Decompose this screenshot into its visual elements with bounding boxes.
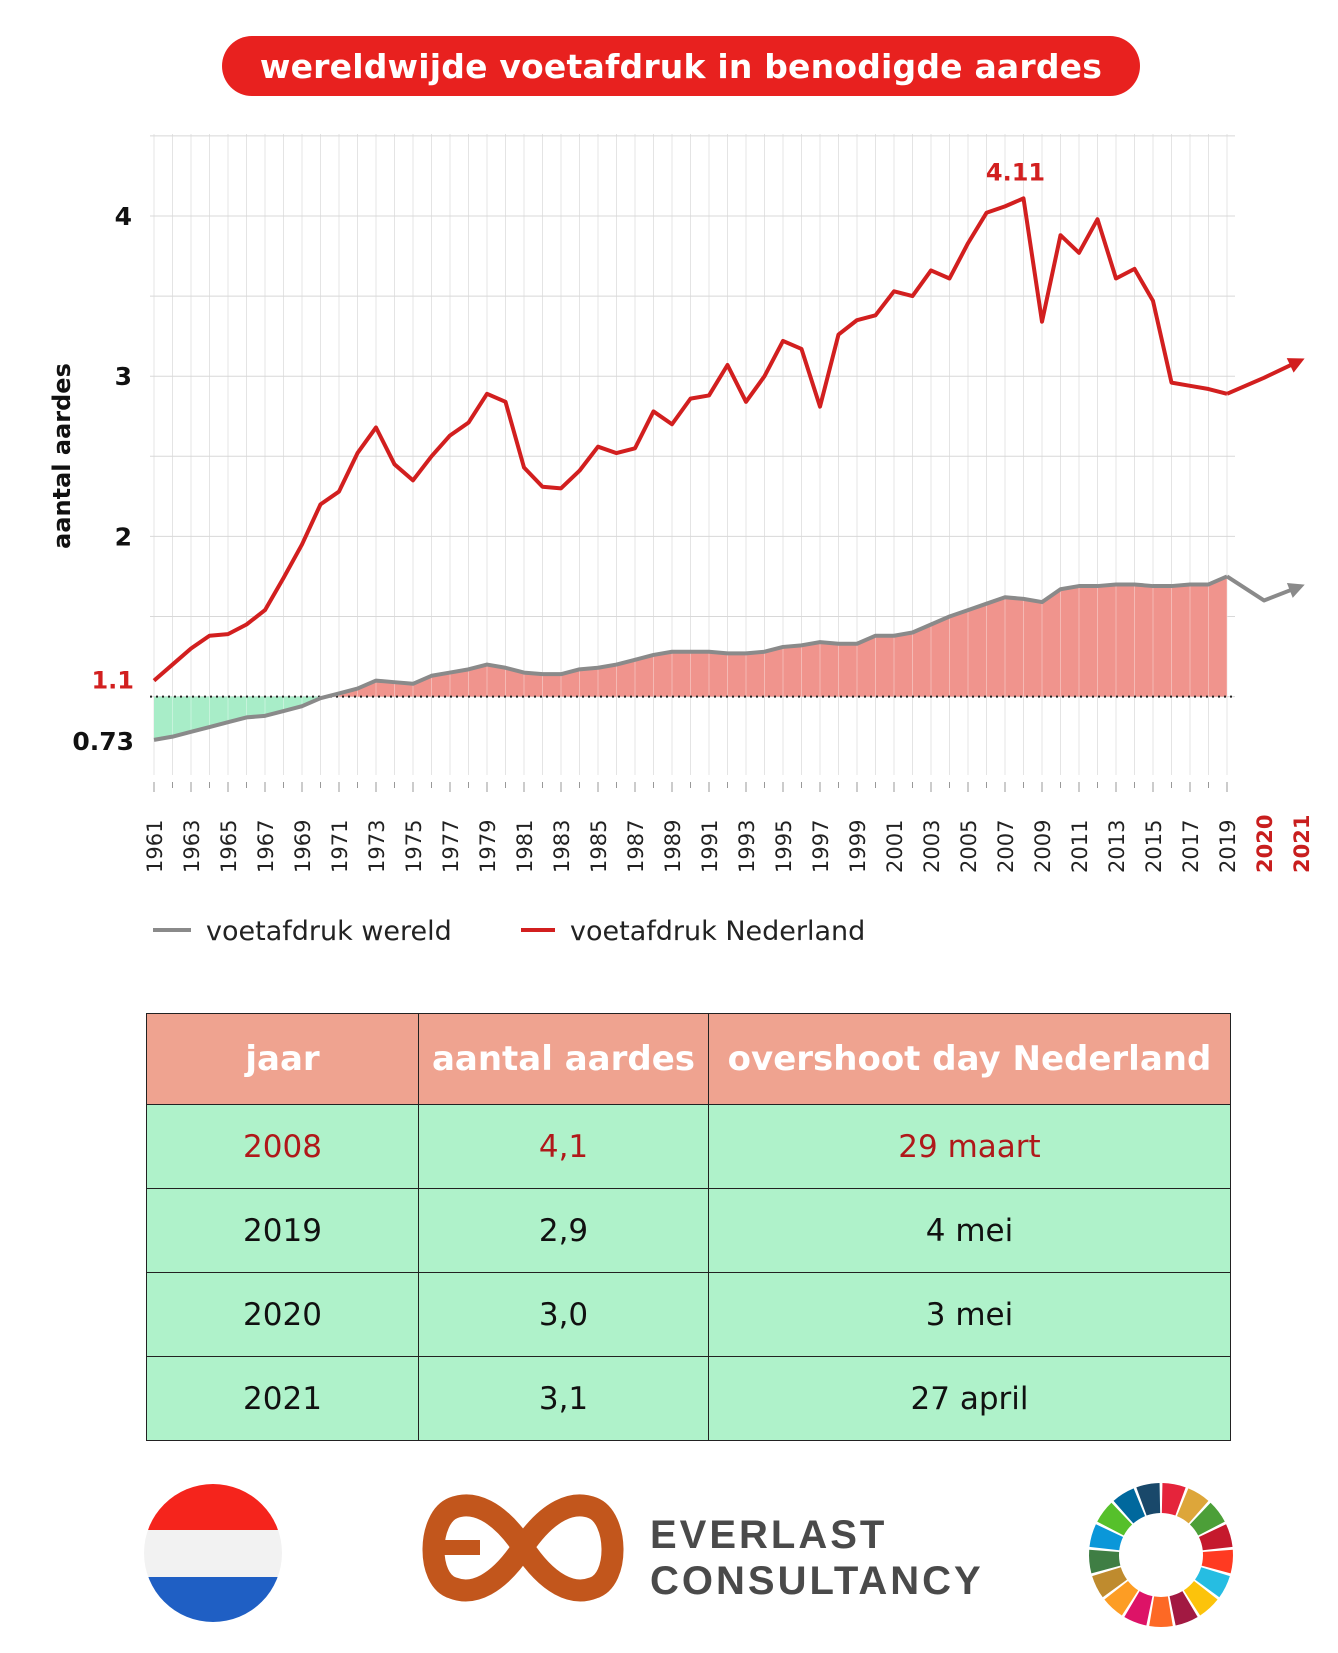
series-line-world: [153, 574, 1228, 742]
sdg-wheel-segment: [1124, 1591, 1153, 1626]
y-tick-label: 2: [115, 522, 132, 551]
sdg-wheel-segment: [1198, 1524, 1233, 1551]
x-tick-label: 1991: [698, 820, 722, 873]
x-tick-label: 1979: [476, 820, 500, 873]
x-tick-label: 2015: [1142, 820, 1166, 873]
cell-year: 2020: [146, 1272, 419, 1357]
x-tick-label: 1971: [328, 820, 352, 873]
x-tick-labels: 1961 1963 1965 1967 1969 1971 1973 1975 1977 1979…: [143, 815, 1314, 873]
annotation-label: 4.11: [986, 158, 1045, 186]
cell-earths: 3,0: [418, 1272, 709, 1357]
area-above-one-earth: [326, 576, 1228, 697]
cell-date: 29 maart: [708, 1104, 1231, 1189]
sdg-wheel-segment: [1183, 1580, 1218, 1616]
x-tick-label: 2021: [1290, 815, 1314, 873]
sdg-wheel-segment: [1092, 1567, 1127, 1598]
chart: 4 3 2 1961 1963 1965 1967 1969 1971 1973 1975 1977…: [48, 134, 1314, 947]
cell-earths: 2,9: [418, 1188, 709, 1273]
cell-earths: 3,1: [418, 1356, 709, 1441]
x-tick-label: 1977: [439, 820, 463, 873]
sdg-wheel-segment: [1161, 1483, 1186, 1516]
arrowhead-netherlands: [1286, 358, 1305, 373]
x-tick-label: 1981: [513, 820, 537, 873]
x-tick-label: 2003: [920, 820, 944, 873]
header-overshoot-day: overshoot day Nederland: [708, 1013, 1231, 1105]
x-tick-label: 2017: [1179, 820, 1203, 873]
x-tick-label: 2011: [1068, 820, 1092, 873]
sdg-wheel-segment: [1097, 1502, 1133, 1536]
sdg-wheel-segment: [1136, 1483, 1161, 1516]
x-tick-label: 2019: [1216, 820, 1240, 873]
sdg-wheel-segment: [1169, 1591, 1198, 1626]
y-tick-labels: 4 3 2: [115, 202, 132, 551]
series-line-netherlands: [152, 196, 1228, 683]
cell-date: 3 mei: [708, 1272, 1231, 1357]
legend-label-world: voetafdruk wereld: [206, 916, 452, 947]
company-name: EVERLAST CONSULTANCY: [650, 1512, 984, 1604]
cell-earths: 4,1: [418, 1104, 709, 1189]
cell-date: 4 mei: [708, 1188, 1231, 1273]
cell-date: 27 april: [708, 1356, 1231, 1441]
sdg-wheel-segment: [1089, 1524, 1124, 1551]
series-lines: [152, 196, 1305, 742]
cell-year: 2019: [146, 1188, 419, 1273]
arrowhead-world: [1286, 582, 1305, 598]
series-projection-netherlands: [1226, 358, 1302, 396]
dutch-flag-icon: [144, 1484, 282, 1622]
x-tick-label: 1983: [550, 820, 574, 873]
x-tick-label: 2009: [1031, 820, 1055, 873]
legend-label-netherlands: voetafdruk Nederland: [570, 916, 865, 947]
table-row: 2021 3,1 27 april: [146, 1356, 1231, 1441]
y-tick-label: 4: [115, 202, 132, 231]
y-axis-label: aantal aardes: [48, 363, 76, 549]
table-row: 2020 3,0 3 mei: [146, 1272, 1231, 1357]
x-tick-label: 2001: [883, 820, 907, 873]
x-tick-label: 1961: [143, 820, 167, 873]
x-tick-label: 1987: [624, 820, 648, 873]
x-tick-label: 1975: [402, 820, 426, 873]
x-tick-label: 1967: [254, 820, 278, 873]
sdg-wheel-icon: [1089, 1483, 1233, 1627]
sdg-wheel-segment: [1104, 1580, 1139, 1616]
x-tick-label: 2020: [1253, 815, 1277, 873]
x-tick-label: 1999: [846, 820, 870, 873]
header-aantal-aardes: aantal aardes: [418, 1013, 709, 1105]
annotation-label: 0.73: [72, 727, 134, 756]
x-tick-label: 2013: [1105, 820, 1129, 873]
header-jaar: jaar: [146, 1013, 419, 1105]
x-tick-label: 1969: [291, 820, 315, 873]
sdg-wheel-segment: [1189, 1502, 1225, 1536]
table-header-row: jaar aantal aardes overshoot day Nederla…: [146, 1013, 1231, 1105]
x-tick-label: 1997: [809, 820, 833, 873]
overshoot-table: jaar aantal aardes overshoot day Nederla…: [146, 1013, 1231, 1441]
sdg-wheel-segment: [1195, 1567, 1230, 1598]
sdg-wheel-segment: [1176, 1488, 1209, 1524]
sdg-wheel-segment: [1089, 1549, 1121, 1574]
x-tick-label: 1989: [661, 820, 685, 873]
x-tick-label: 1973: [365, 820, 389, 873]
sdg-wheel-segment: [1113, 1488, 1146, 1524]
legend: voetafdruk wereld voetafdruk Nederland: [153, 916, 865, 947]
x-tick-label: 1965: [217, 820, 241, 873]
annotation-label: 1.1: [91, 667, 134, 695]
sdg-wheel-segment: [1201, 1549, 1233, 1574]
x-tick-label: 1993: [735, 820, 759, 873]
x-tick-label: 1963: [180, 820, 204, 873]
chart-title: wereldwijde voetafdruk in benodigde aard…: [222, 36, 1140, 96]
table-row: 2008 4,1 29 maart: [146, 1104, 1231, 1189]
x-tick-label: 2005: [957, 820, 981, 873]
x-tick-label: 2007: [994, 820, 1018, 873]
company-name-line2: CONSULTANCY: [650, 1559, 984, 1603]
cell-year: 2008: [146, 1104, 419, 1189]
y-tick-label: 3: [115, 362, 132, 391]
sdg-wheel-segment: [1149, 1596, 1173, 1627]
cell-year: 2021: [146, 1356, 419, 1441]
company-name-line1: EVERLAST: [650, 1513, 888, 1557]
everlast-infinity-logo-icon: [422, 1494, 624, 1602]
x-tick-label: 1985: [587, 820, 611, 873]
table-row: 2019 2,9 4 mei: [146, 1188, 1231, 1273]
series-projection-world: [1225, 574, 1302, 603]
annotations: 1.1 0.73 4.11: [72, 158, 1045, 755]
x-tick-label: 1995: [772, 820, 796, 873]
